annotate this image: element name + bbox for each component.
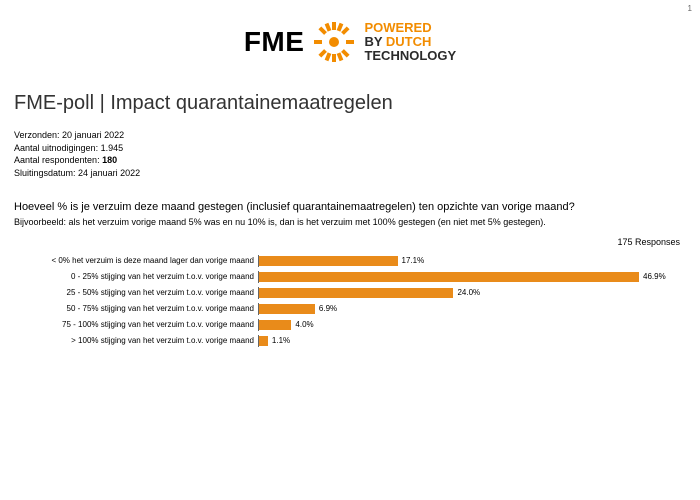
bar-value: 17.1%: [402, 255, 425, 267]
question-subnote: Bijvoorbeeld: als het verzuim vorige maa…: [14, 217, 686, 227]
meta-invitations-label: Aantal uitnodigingen:: [14, 143, 101, 153]
logo-fme-text: FME: [244, 26, 305, 58]
bar-value: 24.0%: [457, 287, 480, 299]
bar-label: 25 - 50% stijging van het verzuim t.o.v.…: [14, 288, 258, 297]
chart-row: > 100% stijging van het verzuim t.o.v. v…: [14, 333, 686, 348]
bar-area: 6.9%: [258, 303, 686, 315]
meta-invitations: Aantal uitnodigingen: 1.945: [14, 142, 700, 155]
metadata-block: Verzonden: 20 januari 2022 Aantal uitnod…: [14, 129, 700, 179]
bar-area: 4.0%: [258, 319, 686, 331]
bar-area: 46.9%: [258, 271, 686, 283]
meta-respondents-value: 180: [102, 155, 117, 165]
bar: [259, 288, 453, 298]
chart-row: 25 - 50% stijging van het verzuim t.o.v.…: [14, 285, 686, 300]
bar-area: 24.0%: [258, 287, 686, 299]
bar: [259, 304, 315, 314]
bar-value: 4.0%: [295, 319, 313, 331]
logo-dutch-word: DUTCH: [386, 34, 432, 49]
bar: [259, 272, 639, 282]
meta-sent-value: 20 januari 2022: [62, 130, 124, 140]
bar: [259, 256, 398, 266]
chart-row: 50 - 75% stijging van het verzuim t.o.v.…: [14, 301, 686, 316]
meta-invitations-value: 1.945: [101, 143, 124, 153]
meta-sent-label: Verzonden:: [14, 130, 62, 140]
bar-label: 50 - 75% stijging van het verzuim t.o.v.…: [14, 304, 258, 313]
question-text: Hoeveel % is je verzuim deze maand geste…: [14, 201, 686, 213]
bar: [259, 336, 268, 346]
meta-respondents-label: Aantal respondenten:: [14, 155, 102, 165]
chart-row: 0 - 25% stijging van het verzuim t.o.v. …: [14, 269, 686, 284]
bar: [259, 320, 291, 330]
meta-sent: Verzonden: 20 januari 2022: [14, 129, 700, 142]
bar-label: 75 - 100% stijging van het verzuim t.o.v…: [14, 320, 258, 329]
meta-closing-label: Sluitingsdatum:: [14, 168, 78, 178]
bar-label: > 100% stijging van het verzuim t.o.v. v…: [14, 336, 258, 345]
logo-sunburst-icon: [312, 20, 356, 64]
meta-closing-value: 24 januari 2022: [78, 168, 140, 178]
bar-area: 17.1%: [258, 255, 686, 267]
meta-respondents: Aantal respondenten: 180: [14, 154, 700, 167]
bar-label: < 0% het verzuim is deze maand lager dan…: [14, 256, 258, 265]
bar-label: 0 - 25% stijging van het verzuim t.o.v. …: [14, 272, 258, 281]
responses-count: 175 Responses: [0, 237, 680, 247]
logo-technology-word: TECHNOLOGY: [364, 48, 456, 63]
bar-value: 1.1%: [272, 335, 290, 347]
logo-tagline: POWERED BY DUTCH TECHNOLOGY: [364, 21, 456, 64]
chart-row: < 0% het verzuim is deze maand lager dan…: [14, 253, 686, 268]
bar-area: 1.1%: [258, 335, 686, 347]
logo-by-word: BY: [364, 34, 382, 49]
chart-row: 75 - 100% stijging van het verzuim t.o.v…: [14, 317, 686, 332]
page-title: FME-poll | Impact quarantainemaatregelen: [14, 92, 700, 115]
bar-value: 6.9%: [319, 303, 337, 315]
logo-powered-word: POWERED: [364, 20, 431, 35]
meta-closing: Sluitingsdatum: 24 januari 2022: [14, 167, 700, 180]
logo: FME: [0, 0, 700, 74]
bar-chart: < 0% het verzuim is deze maand lager dan…: [14, 253, 686, 348]
bar-value: 46.9%: [643, 271, 666, 283]
page-number: 1: [688, 4, 692, 13]
